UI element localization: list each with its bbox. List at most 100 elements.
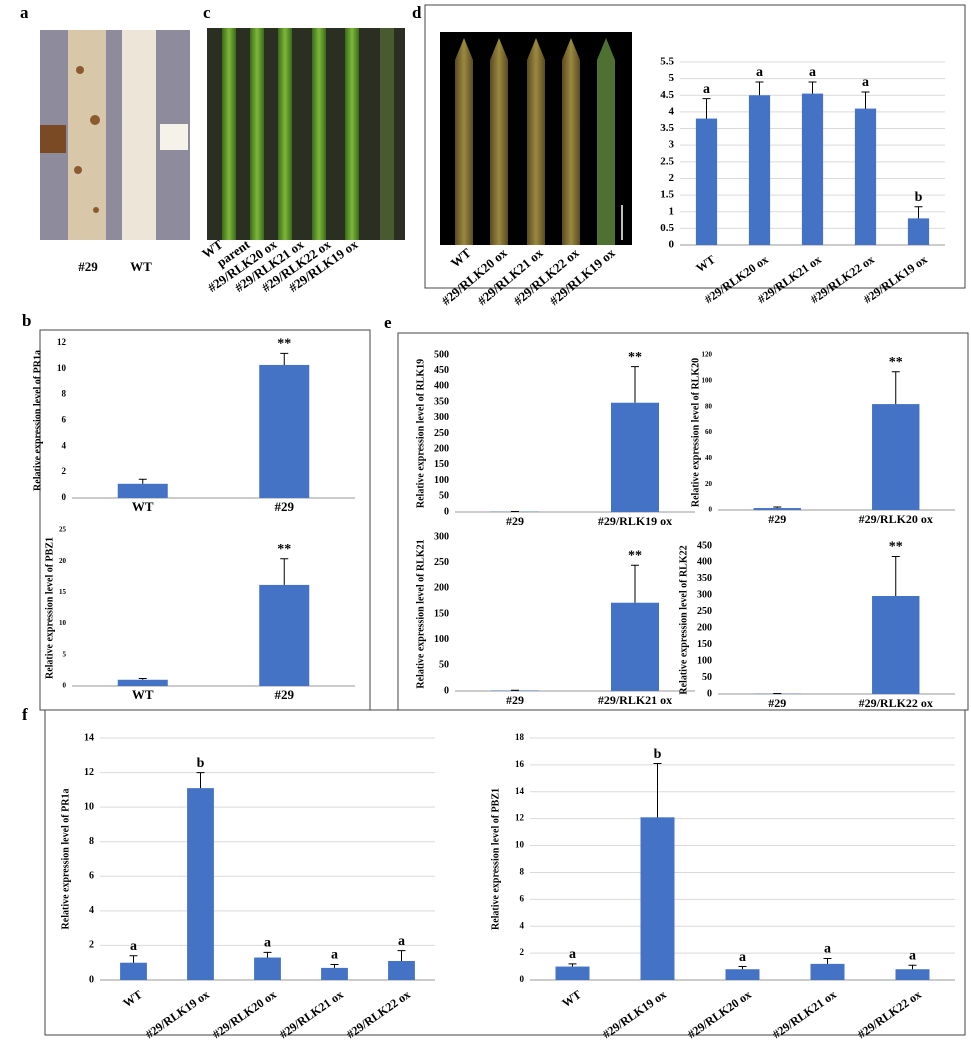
- bar: [611, 403, 659, 512]
- y-tick-label: 250: [697, 606, 712, 617]
- y-tick-label: 2: [520, 947, 525, 957]
- y-axis-label: Relative expression level of RLK21: [415, 539, 426, 688]
- error-bar: [631, 367, 639, 403]
- bar: [259, 365, 309, 498]
- error-bar: [331, 964, 339, 967]
- y-tick-label: 10: [59, 619, 67, 627]
- bar: [872, 404, 919, 510]
- figure: acdbef#29WTWTparent#29/RLK20 ox#29/RLK21…: [0, 0, 971, 1040]
- y-tick-label: 10: [57, 363, 67, 373]
- x-tick-label: #29/RLK20 ox: [859, 512, 933, 526]
- error-bar: [569, 964, 577, 967]
- y-tick-label: 300: [697, 590, 712, 601]
- x-tick-label: #29: [275, 499, 295, 514]
- y-tick-label: 8: [520, 867, 525, 877]
- error-bar: [909, 965, 917, 969]
- y-tick-label: 80: [705, 402, 713, 410]
- photo-a: [40, 30, 190, 240]
- y-tick-label: 60: [705, 428, 713, 436]
- y-tick-label: 350: [434, 396, 449, 407]
- y-tick-label: 100: [434, 634, 449, 645]
- photo-label: WT: [448, 245, 474, 271]
- y-tick-label: 2: [89, 940, 94, 951]
- y-tick-label: 0: [444, 506, 449, 517]
- y-tick-label: 4.5: [660, 89, 674, 101]
- panel-label: a: [20, 3, 29, 22]
- error-bar: [264, 952, 272, 957]
- bar-label: a: [756, 65, 763, 80]
- x-tick-label: #29/RLK19 ox: [598, 514, 672, 528]
- bar-label: b: [197, 756, 205, 771]
- bar-label: a: [398, 934, 405, 949]
- x-tick-label: WT: [132, 499, 154, 514]
- y-tick-label: 5.5: [660, 56, 674, 68]
- x-tick-label: #29: [506, 693, 524, 707]
- y-axis-label: Relative expression level of PBZ1: [490, 788, 501, 930]
- y-tick-label: 12: [515, 813, 525, 823]
- y-tick-label: 2: [62, 466, 67, 476]
- bar-label: a: [264, 936, 271, 951]
- photo-d: [440, 32, 632, 245]
- bar: [321, 968, 348, 980]
- y-tick-label: 100: [702, 376, 713, 384]
- y-tick-label: 3: [669, 139, 675, 151]
- bar-label: **: [277, 337, 291, 352]
- bar: [802, 94, 823, 245]
- y-tick-label: 400: [697, 557, 712, 568]
- y-axis-label: Relative expression level of PR1a: [60, 789, 71, 930]
- panel-label: d: [412, 3, 422, 22]
- y-tick-label: 0: [669, 239, 675, 251]
- error-bar: [130, 956, 138, 963]
- y-tick-label: 0: [520, 974, 525, 984]
- error-bar: [280, 353, 288, 365]
- y-tick-label: 12: [57, 337, 67, 347]
- bar-label: b: [915, 190, 923, 205]
- bar-label: a: [862, 75, 869, 90]
- y-tick-label: 450: [697, 540, 712, 551]
- error-bar: [915, 207, 923, 219]
- y-tick-label: 150: [697, 639, 712, 650]
- y-tick-label: 4: [62, 440, 67, 450]
- bar: [388, 961, 415, 980]
- y-tick-label: 450: [434, 365, 449, 376]
- y-tick-label: 0: [707, 688, 712, 699]
- error-bar: [892, 372, 900, 404]
- y-tick-label: 6: [62, 415, 67, 425]
- bar-label: a: [130, 939, 137, 954]
- x-tick-label: #29: [506, 514, 524, 528]
- bar: [908, 218, 929, 245]
- x-tick-label: #29/RLK21 ox: [598, 693, 672, 707]
- y-tick-label: 5: [63, 650, 67, 658]
- y-tick-label: 100: [697, 655, 712, 666]
- y-tick-label: 14: [515, 786, 525, 796]
- bar-label: a: [569, 947, 576, 962]
- bar-label: **: [889, 355, 903, 370]
- error-bar: [862, 92, 870, 109]
- bar: [556, 967, 590, 980]
- photo-label: WT: [130, 259, 152, 274]
- error-bar: [398, 951, 406, 961]
- bar: [118, 484, 168, 498]
- y-tick-label: 0: [709, 506, 713, 514]
- y-tick-label: 10: [84, 801, 94, 812]
- y-tick-label: 0: [63, 682, 67, 690]
- y-axis-label: Relative expression level of RLK19: [415, 359, 426, 508]
- error-bar: [654, 764, 662, 818]
- y-tick-label: 200: [434, 443, 449, 454]
- panel-label: e: [384, 313, 392, 332]
- y-axis-label: Relative expression level of PBZ1: [44, 537, 55, 679]
- y-tick-label: 50: [439, 491, 449, 502]
- bar: [187, 788, 214, 980]
- bar: [641, 817, 675, 980]
- y-tick-label: 12: [84, 767, 94, 778]
- y-tick-label: 18: [515, 732, 525, 742]
- y-tick-label: 200: [434, 583, 449, 594]
- panel-label: f: [22, 705, 28, 724]
- y-axis-label: Relative expression level of PR1a: [32, 350, 43, 491]
- y-tick-label: 16: [515, 759, 525, 769]
- error-bar: [280, 559, 288, 585]
- y-tick-label: 4: [520, 920, 525, 930]
- bar: [726, 969, 760, 980]
- error-bar: [703, 99, 711, 119]
- bar-label: b: [654, 747, 662, 762]
